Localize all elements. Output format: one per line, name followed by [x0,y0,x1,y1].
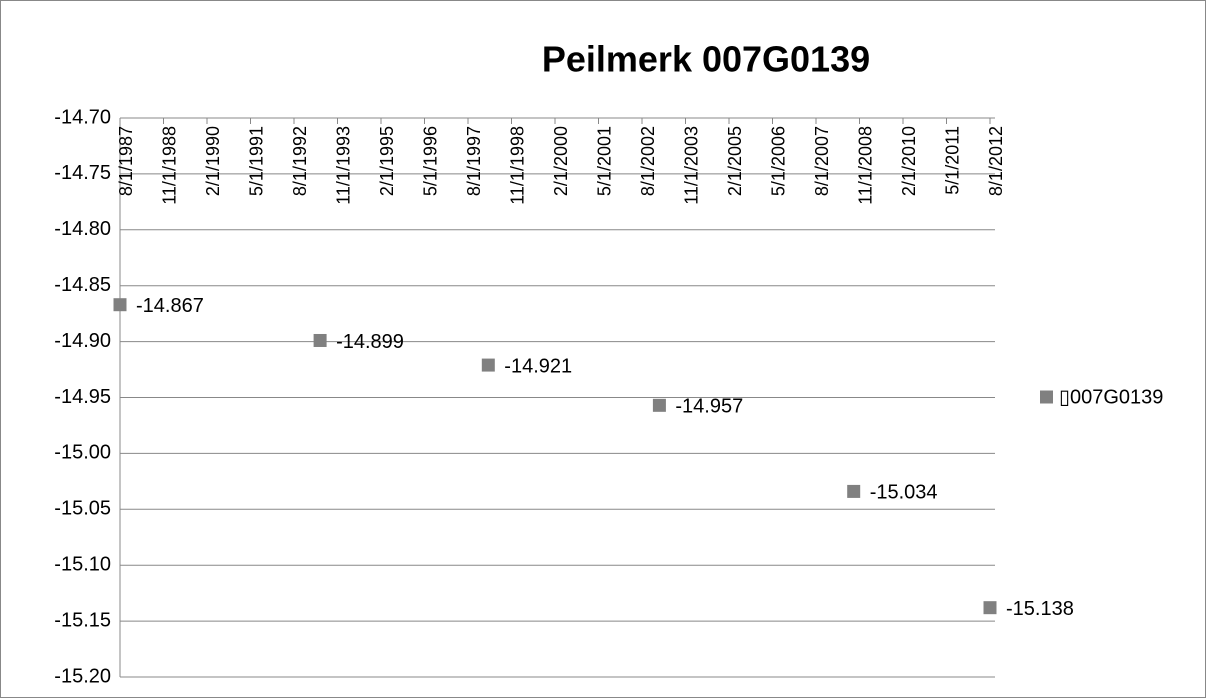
data-label: -15.138 [1006,598,1074,620]
y-tick-label: -15.20 [54,665,111,687]
x-tick-label: 2/1/1990 [203,126,223,196]
x-tick-label: 8/1/1992 [290,126,310,196]
data-label: -14.957 [675,396,743,418]
y-tick-label: -14.80 [54,218,111,240]
x-tick-label: 2/1/2010 [899,126,919,196]
x-tick-label: 8/1/1987 [116,126,136,196]
marker [313,333,327,347]
x-tick-label: 5/1/1991 [246,126,266,196]
y-tick-label: -15.05 [54,498,111,520]
marker [113,298,127,312]
data-label: -15.034 [870,482,938,504]
x-tick-label: 5/1/2001 [594,126,614,196]
x-tick-label: 8/1/2007 [812,126,832,196]
x-tick-label: 5/1/1996 [420,126,440,196]
y-tick-label: -15.00 [54,442,111,464]
y-tick-label: -15.10 [54,553,111,575]
x-tick-label: 11/1/1998 [507,126,527,205]
x-tick-label: 2/1/2005 [725,126,745,196]
marker [847,484,861,498]
y-tick-label: -14.70 [54,106,111,128]
legend-marker [1040,390,1053,404]
x-tick-label: 11/1/2008 [855,126,875,205]
y-tick-label: -14.75 [54,162,111,184]
x-tick-label: 8/1/2002 [638,126,658,196]
legend-label: ▯007G0139 [1059,386,1163,408]
x-tick-label: 2/1/2000 [551,126,571,196]
x-tick-label: 8/1/1997 [464,126,484,196]
chart-title: Peilmerk 007G0139 [542,39,870,80]
x-tick-label: 11/1/1993 [333,126,353,205]
y-tick-label: -14.95 [54,386,111,408]
y-tick-label: -14.90 [54,330,111,352]
marker [652,398,666,412]
y-tick-label: -14.85 [54,274,111,296]
x-tick-label: 11/1/1988 [159,126,179,205]
y-tick-label: -15.15 [54,609,111,631]
data-label: -14.921 [504,355,572,377]
data-label: -14.867 [136,295,204,317]
x-tick-label: 5/1/2011 [942,126,962,195]
x-tick-label: 2/1/1995 [377,126,397,196]
x-tick-label: 8/1/2012 [986,126,1006,196]
data-label: -14.899 [336,331,404,353]
marker [983,601,997,615]
x-tick-label: 5/1/2006 [768,126,788,196]
marker [481,358,495,372]
x-tick-label: 11/1/2003 [681,126,701,205]
